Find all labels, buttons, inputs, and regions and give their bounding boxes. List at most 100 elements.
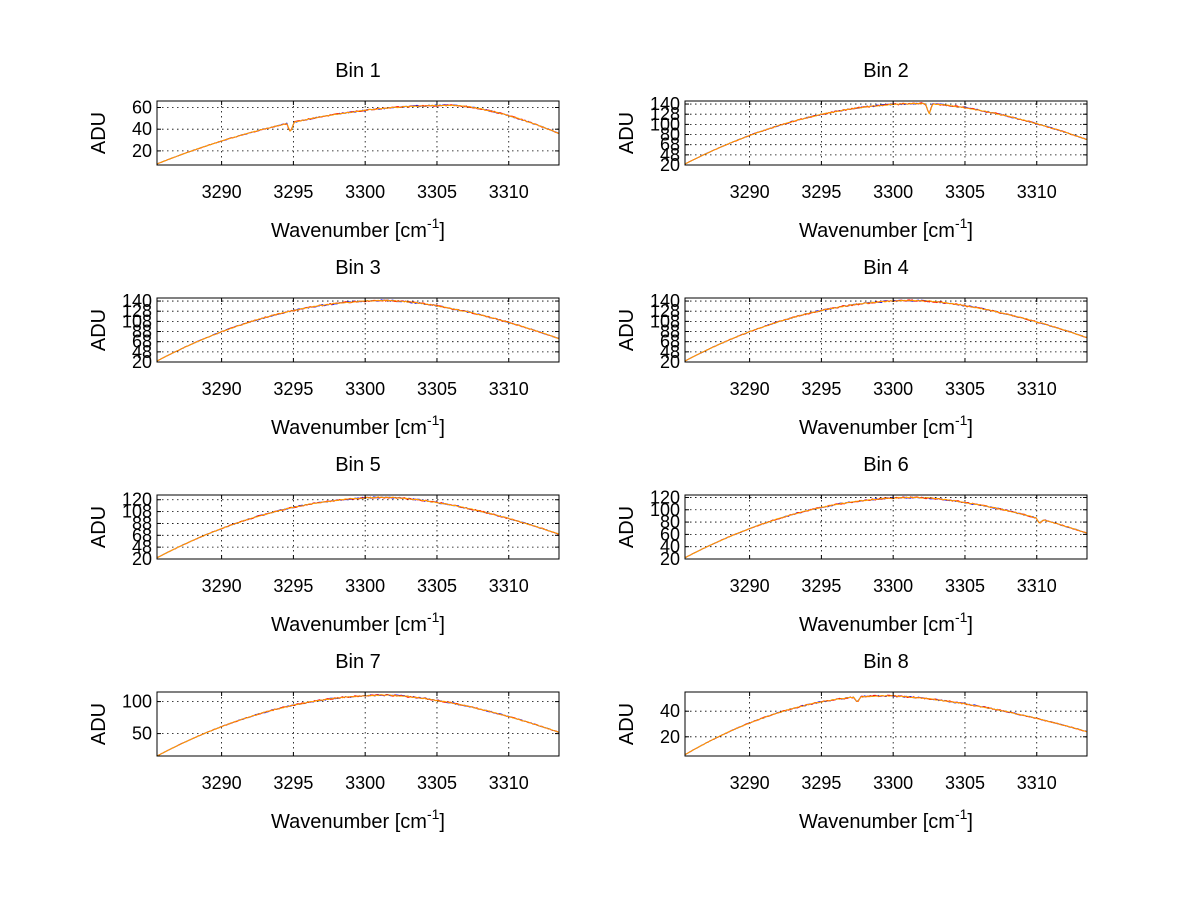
y-tick-label: 20 <box>660 549 680 569</box>
x-tick-label: 3290 <box>202 379 242 399</box>
subplot-title: Bin 6 <box>863 454 909 476</box>
x-tick-label: 3310 <box>1017 576 1057 596</box>
x-tick-label: 3310 <box>489 379 529 399</box>
x-tick-label: 3290 <box>730 379 770 399</box>
x-axis-label-superscript: -1 <box>427 412 440 428</box>
y-tick-label: 20 <box>132 141 152 161</box>
y-tick-label: 48 <box>132 537 152 557</box>
x-axis-label-text: Wavenumber [cm <box>271 220 427 242</box>
x-tick-label: 3310 <box>1017 773 1057 793</box>
x-axis-label-superscript: -1 <box>955 215 968 231</box>
x-tick-label: 3295 <box>801 773 841 793</box>
subplot-bin-2: Bin 2 3290 3295 3300 3305 3310 204868801001281… <box>616 60 1088 242</box>
y-tick-label: 108 <box>122 502 152 522</box>
x-axis-label-superscript: -1 <box>427 215 440 231</box>
series-line-2 <box>156 694 560 757</box>
subplot-title: Bin 3 <box>335 257 381 279</box>
y-tick-label: 100 <box>650 114 680 134</box>
subplot-title: Bin 1 <box>335 60 381 82</box>
x-tick-label: 3295 <box>273 576 313 596</box>
y-tick-label: 108 <box>650 311 680 331</box>
x-axis-label-bracket: ] <box>439 417 445 439</box>
x-axis-label-text: Wavenumber [cm <box>799 417 955 439</box>
y-tick-label: 60 <box>132 98 152 118</box>
x-axis-label-superscript: -1 <box>427 806 440 822</box>
x-tick-label: 3290 <box>730 182 770 202</box>
series-line-3 <box>684 102 1088 165</box>
axes-frame <box>156 691 560 757</box>
x-tick-label: 3300 <box>873 379 913 399</box>
series-line-3 <box>684 695 1088 756</box>
y-tick-label: 68 <box>132 525 152 545</box>
y-tick-label: 48 <box>132 342 152 362</box>
subplot-bin-7: Bin 7 3290 3295 3300 3305 3310 50 100 Wavenumber… <box>88 651 560 833</box>
x-axis-label: Wavenumber [cm-1] <box>271 609 445 636</box>
x-axis-label-superscript: -1 <box>955 806 968 822</box>
x-tick-label: 3305 <box>945 576 985 596</box>
y-tick-label: 20 <box>132 352 152 372</box>
y-tick-label: 88 <box>132 322 152 342</box>
y-tick-label: 120 <box>122 490 152 510</box>
x-axis-label-bracket: ] <box>439 614 445 636</box>
x-tick-label: 3300 <box>345 773 385 793</box>
series-line-2 <box>156 104 560 165</box>
x-axis-label-bracket: ] <box>439 220 445 242</box>
series-line-3 <box>684 496 1088 559</box>
x-axis-label: Wavenumber [cm-1] <box>799 609 973 636</box>
x-tick-label: 3300 <box>873 773 913 793</box>
x-tick-label: 3305 <box>417 182 457 202</box>
axes-frame <box>684 494 1088 560</box>
x-axis-label-superscript: -1 <box>955 609 968 625</box>
x-axis-label-text: Wavenumber [cm <box>799 811 955 833</box>
subplot-title: Bin 2 <box>863 60 909 82</box>
x-axis-label: Wavenumber [cm-1] <box>799 412 973 439</box>
y-tick-label: 60 <box>660 524 680 544</box>
x-axis-label-text: Wavenumber [cm <box>271 811 427 833</box>
axes-frame <box>684 691 1088 757</box>
y-tick-label: 88 <box>660 322 680 342</box>
series-line-2 <box>156 496 560 559</box>
y-tick-label: 80 <box>660 125 680 145</box>
x-axis-label: Wavenumber [cm-1] <box>271 412 445 439</box>
subplot-bin-8: Bin 8 3290 3295 3300 3305 3310 20 40 Wavenumber … <box>616 651 1088 833</box>
series-line-1 <box>684 496 1088 559</box>
x-tick-label: 3300 <box>345 182 385 202</box>
y-axis-label: ADU <box>616 703 638 745</box>
series-line-3 <box>156 694 560 757</box>
series-line-1 <box>156 496 560 559</box>
axes-frame <box>684 100 1088 166</box>
y-axis-label: ADU <box>616 506 638 548</box>
y-tick-label: 100 <box>650 500 680 520</box>
y-tick-label: 50 <box>132 724 152 744</box>
x-axis-label-text: Wavenumber [cm <box>271 417 427 439</box>
y-tick-label: 88 <box>132 513 152 533</box>
x-tick-label: 3295 <box>273 182 313 202</box>
subplot-bin-3: Bin 3 3290 3295 3300 3305 3310 204868881081281… <box>88 257 560 439</box>
x-tick-label: 3310 <box>489 182 529 202</box>
subplot-bin-4: Bin 4 3290 3295 3300 3305 3310 204868881081281… <box>616 257 1088 439</box>
x-axis-label-text: Wavenumber [cm <box>271 614 427 636</box>
y-tick-label: 20 <box>660 155 680 175</box>
x-tick-label: 3300 <box>345 576 385 596</box>
x-tick-label: 3295 <box>801 379 841 399</box>
y-tick-label: 128 <box>650 301 680 321</box>
x-tick-label: 3300 <box>345 379 385 399</box>
y-tick-label: 128 <box>650 104 680 124</box>
x-tick-label: 3310 <box>489 576 529 596</box>
y-tick-label: 40 <box>660 537 680 557</box>
y-tick-label: 20 <box>660 727 680 747</box>
y-tick-label: 40 <box>660 701 680 721</box>
y-tick-label: 128 <box>122 301 152 321</box>
x-axis-label-bracket: ] <box>967 417 973 439</box>
y-tick-label: 68 <box>660 135 680 155</box>
x-tick-label: 3290 <box>202 773 242 793</box>
x-tick-label: 3305 <box>417 576 457 596</box>
x-axis-label-text: Wavenumber [cm <box>799 614 955 636</box>
x-tick-label: 3305 <box>945 379 985 399</box>
x-tick-label: 3295 <box>273 379 313 399</box>
axes-frame <box>156 494 560 560</box>
y-tick-label: 108 <box>122 311 152 331</box>
x-axis-label-bracket: ] <box>439 811 445 833</box>
x-tick-label: 3305 <box>417 773 457 793</box>
